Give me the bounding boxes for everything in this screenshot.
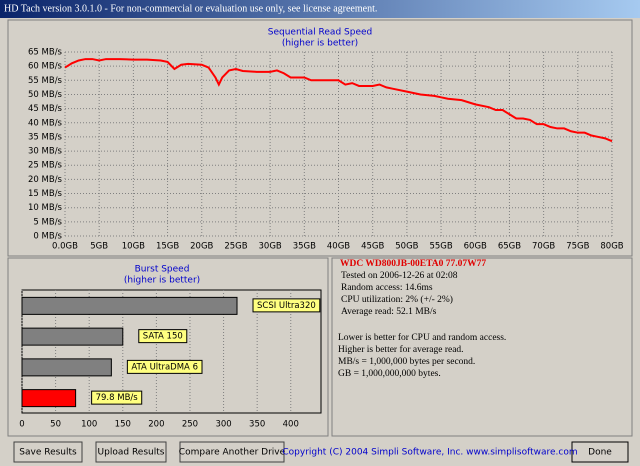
bar: [21, 296, 238, 315]
x-tick-label: 55GB: [429, 242, 452, 252]
bar-label: 79.8 MB/s: [96, 393, 139, 403]
bar-label: SCSI Ultra320: [257, 301, 316, 311]
y-tick-label: 20 MB/s: [28, 175, 63, 185]
y-tick-label: 40 MB/s: [28, 118, 63, 128]
info-line: GB = 1,000,000,000 bytes.: [338, 369, 441, 379]
label-box: [91, 390, 143, 405]
x-tick-label: 10GB: [122, 242, 145, 252]
x-tick-label: 75GB: [566, 242, 589, 252]
copyright: Copyright (C) 2004 Simpli Software, Inc.…: [282, 448, 577, 458]
x-tick-label: 0.0GB: [52, 242, 78, 252]
info-line: Tested on 2006-12-26 at 02:08: [341, 271, 458, 281]
button-label[interactable]: Save Results: [19, 448, 77, 458]
x-tick-label: 5GB: [90, 242, 108, 252]
x-tick-label: 15GB: [156, 242, 179, 252]
window-title: HD Tach version 3.0.1.0 - For non-commer…: [4, 3, 377, 14]
x-tick-label: 350: [249, 420, 265, 430]
line: [64, 58, 613, 143]
y-tick-label: 65 MB/s: [28, 48, 63, 58]
y-tick-label: 55 MB/s: [28, 76, 63, 86]
x-tick-label: 50: [50, 420, 61, 430]
bar-label: ATA UltraDMA 6: [131, 362, 198, 372]
panel: [7, 19, 633, 257]
info-line: Average read: 52.1 MB/s: [341, 307, 437, 317]
x-tick-label: 250: [182, 420, 198, 430]
bar-label: SATA 150: [143, 332, 183, 342]
label-box: [126, 359, 203, 374]
button[interactable]: [179, 441, 285, 463]
info-line: Higher is better for average read.: [338, 344, 464, 355]
x-tick-label: 70GB: [532, 242, 555, 252]
info-line: MB/s = 1,000,000 bytes per second.: [338, 357, 475, 367]
x-tick-label: 30GB: [259, 242, 282, 252]
y-tick-label: 15 MB/s: [28, 189, 63, 199]
y-tick-label: 45 MB/s: [28, 104, 63, 114]
x-tick-label: 65GB: [498, 242, 521, 252]
button[interactable]: [571, 441, 629, 463]
x-tick-label: 50GB: [395, 242, 418, 252]
y-tick-label: 25 MB/s: [28, 161, 63, 171]
x-tick-label: 300: [215, 420, 231, 430]
y-tick-label: 10 MB/s: [28, 203, 63, 213]
y-tick-label: 50 MB/s: [28, 90, 63, 100]
chart-subtitle: (higher is better): [124, 276, 200, 286]
chart-title: Sequential Read Speed: [268, 28, 373, 38]
y-tick-label: 35 MB/s: [28, 132, 63, 142]
x-tick-label: 40GB: [327, 242, 350, 252]
y-tick-label: 30 MB/s: [28, 147, 63, 157]
x-tick-label: 100: [81, 420, 97, 430]
x-tick-label: 200: [148, 420, 164, 430]
y-tick-label: 0 MB/s: [33, 232, 62, 242]
x-tick-label: 35GB: [293, 242, 316, 252]
chart-subtitle: (higher is better): [282, 39, 358, 49]
button-label[interactable]: Compare Another Drive: [179, 448, 286, 458]
bar: [21, 389, 77, 408]
info-line: Lower is better for CPU and random acces…: [338, 332, 506, 343]
drive-name: WDC WD800JB-00ETA0 77.07W77: [340, 259, 486, 269]
info-line: Random access: 14.6ms: [341, 283, 433, 293]
button[interactable]: [13, 441, 83, 463]
x-tick-label: 60GB: [464, 242, 487, 252]
button-label[interactable]: Upload Results: [98, 448, 165, 458]
panel: [7, 257, 329, 437]
bar: [21, 327, 124, 346]
chart-title: Burst Speed: [135, 265, 190, 275]
button-label[interactable]: Done: [588, 448, 612, 458]
label-box: [252, 298, 321, 313]
x-tick-label: 0: [19, 420, 24, 430]
title-bar: [0, 0, 640, 18]
info-line: CPU utilization: 2% (+/- 2%): [341, 294, 453, 305]
buttons: Save Results Upload Results Compare Anot…: [13, 441, 629, 463]
panel: [331, 257, 633, 437]
bar: [21, 358, 112, 377]
y-tick-label: 60 MB/s: [28, 62, 63, 72]
x-tick-label: 150: [115, 420, 131, 430]
y-tick-label: 5 MB/s: [33, 217, 62, 227]
label-box: [138, 329, 188, 344]
button[interactable]: [95, 441, 167, 463]
x-tick-label: 80GB: [600, 242, 623, 252]
x-tick-label: 20GB: [190, 242, 213, 252]
x-tick-label: 45GB: [361, 242, 384, 252]
x-tick-label: 25GB: [224, 242, 247, 252]
x-tick-label: 400: [283, 420, 299, 430]
plot-area: [21, 289, 322, 414]
